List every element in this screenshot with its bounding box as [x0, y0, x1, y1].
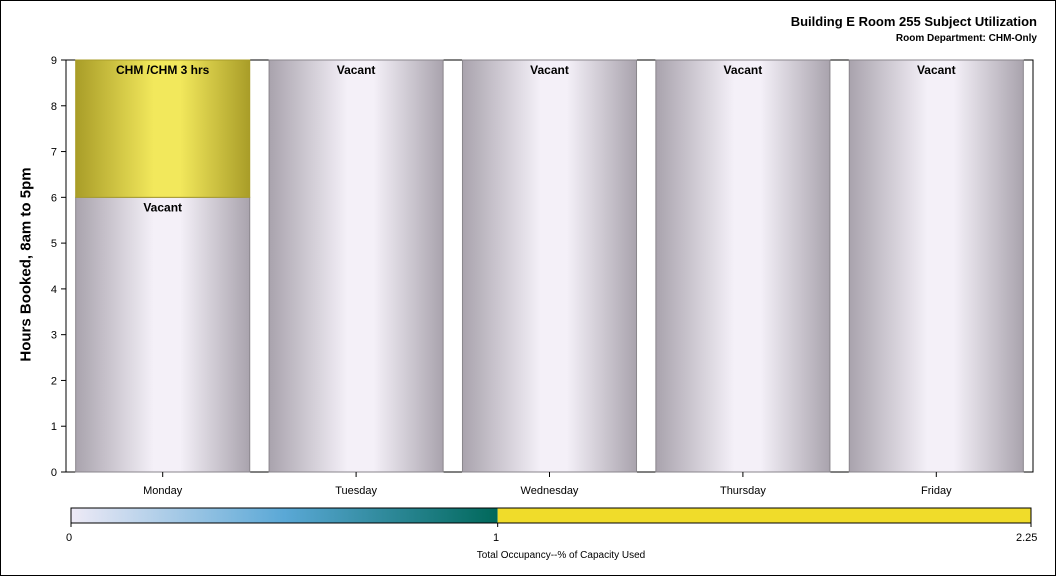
- y-tick-label: 4: [51, 284, 57, 296]
- y-tick-label: 0: [51, 467, 57, 479]
- bar-segment: [461, 59, 638, 473]
- y-tick-label: 5: [51, 238, 57, 250]
- colorbar-low-segment: [71, 508, 498, 523]
- colorbar-mid-label: 1: [493, 532, 500, 544]
- x-tick-label: Thursday: [720, 485, 766, 497]
- bar-segment-label: Vacant: [143, 200, 182, 214]
- bar-segment: [655, 59, 831, 473]
- bar-segment-label: Vacant: [337, 63, 376, 77]
- y-tick-label: 1: [51, 421, 57, 433]
- bar-segment: [848, 59, 1024, 473]
- bar-segment: [268, 59, 444, 473]
- bar-segment-label: CHM /CHM 3 hrs: [116, 63, 210, 77]
- colorbar-min-label: 0: [66, 532, 73, 544]
- colorbar-frame: [70, 507, 1032, 524]
- y-tick-label: 9: [51, 55, 57, 67]
- bar-segment: [75, 59, 251, 198]
- y-tick-label: 3: [51, 330, 57, 342]
- x-tick-label: Friday: [921, 485, 952, 497]
- chart-title: Building E Room 255 Subject Utilization: [790, 14, 1037, 29]
- x-tick-label: Monday: [143, 485, 183, 497]
- colorbar-title: Total Occupancy--% of Capacity Used: [476, 550, 646, 561]
- bar-segment-label: Vacant: [530, 63, 569, 77]
- y-tick-label: 8: [51, 101, 57, 113]
- colorbar-high-segment: [497, 508, 1032, 523]
- x-tick-label: Tuesday: [335, 485, 377, 497]
- y-tick-label: 2: [51, 375, 57, 387]
- x-tick-label: Wednesday: [521, 485, 579, 497]
- colorbar-max-label: 2.25: [1016, 532, 1038, 544]
- y-tick-label: 7: [51, 147, 57, 159]
- y-tick-label: 6: [51, 192, 57, 204]
- bar-segment-label: Vacant: [724, 63, 763, 77]
- bar-segment-label: Vacant: [917, 63, 956, 77]
- chart-subtitle: Room Department: CHM-Only: [895, 33, 1037, 44]
- bar-segment: [75, 196, 251, 473]
